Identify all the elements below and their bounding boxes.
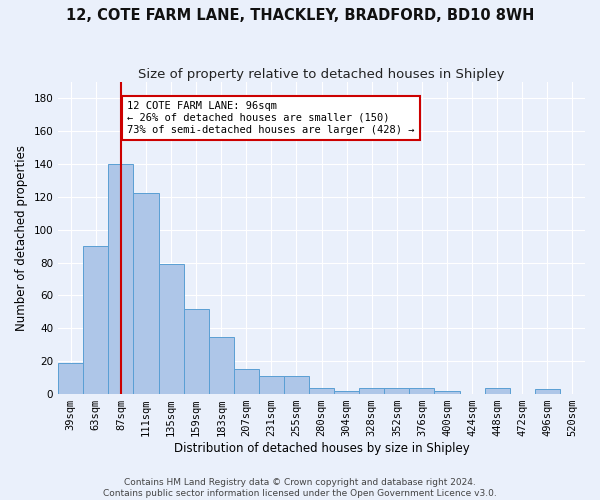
- Bar: [133, 194, 158, 394]
- Bar: [58, 363, 83, 394]
- Bar: [109, 164, 133, 394]
- Bar: [83, 246, 109, 394]
- Bar: [409, 388, 434, 394]
- Bar: [485, 388, 510, 394]
- Bar: [184, 308, 209, 394]
- Text: Contains HM Land Registry data © Crown copyright and database right 2024.
Contai: Contains HM Land Registry data © Crown c…: [103, 478, 497, 498]
- Bar: [284, 376, 309, 394]
- Title: Size of property relative to detached houses in Shipley: Size of property relative to detached ho…: [139, 68, 505, 80]
- X-axis label: Distribution of detached houses by size in Shipley: Distribution of detached houses by size …: [174, 442, 469, 455]
- Bar: [309, 388, 334, 394]
- Bar: [535, 389, 560, 394]
- Bar: [209, 336, 234, 394]
- Bar: [334, 391, 359, 394]
- Text: 12, COTE FARM LANE, THACKLEY, BRADFORD, BD10 8WH: 12, COTE FARM LANE, THACKLEY, BRADFORD, …: [66, 8, 534, 22]
- Y-axis label: Number of detached properties: Number of detached properties: [15, 145, 28, 331]
- Bar: [158, 264, 184, 394]
- Bar: [259, 376, 284, 394]
- Bar: [234, 370, 259, 394]
- Text: 12 COTE FARM LANE: 96sqm
← 26% of detached houses are smaller (150)
73% of semi-: 12 COTE FARM LANE: 96sqm ← 26% of detach…: [127, 102, 415, 134]
- Bar: [385, 388, 409, 394]
- Bar: [434, 391, 460, 394]
- Bar: [359, 388, 385, 394]
